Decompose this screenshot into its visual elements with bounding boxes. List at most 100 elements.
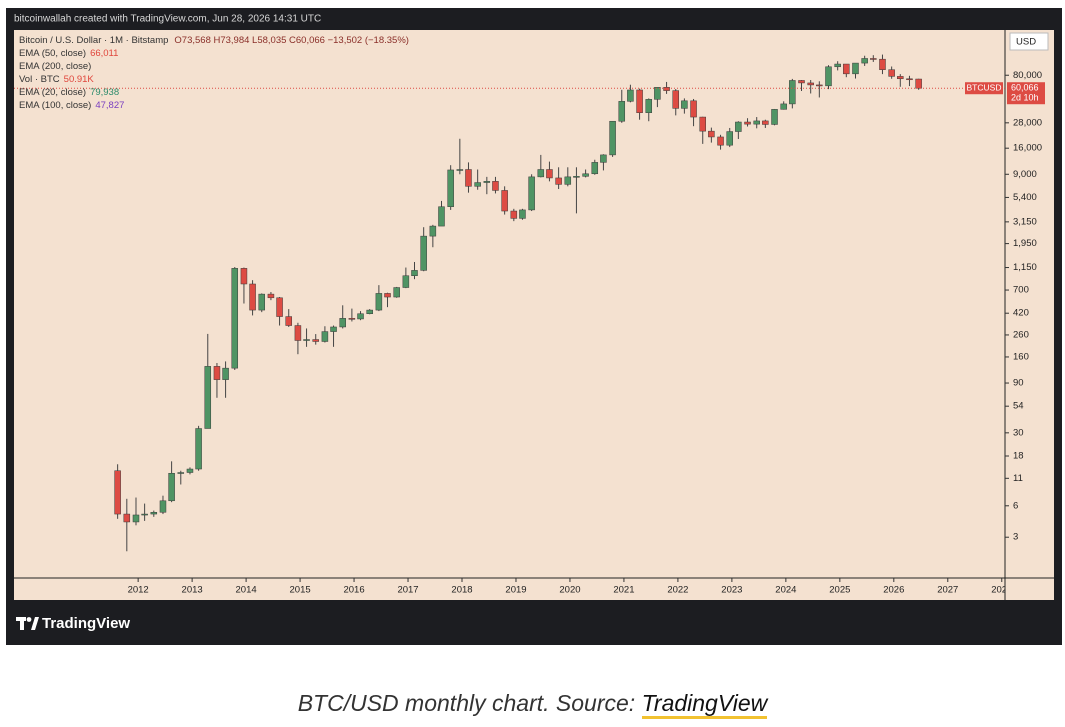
candle-body	[654, 87, 661, 100]
candle-body	[177, 472, 185, 474]
indicator-name: Vol · BTC	[19, 74, 60, 85]
candle-body	[627, 89, 634, 102]
candle-body	[735, 121, 742, 132]
x-tick-label: 2022	[667, 585, 688, 596]
chart-background	[14, 30, 1054, 600]
indicator-value: 47,827	[95, 100, 124, 111]
price-tag-countdown: 2d 10h	[1011, 93, 1039, 103]
indicator-value: 79,938	[90, 87, 119, 98]
candle-body	[330, 326, 337, 332]
candle-body	[285, 316, 292, 326]
x-tick-label: 2025	[829, 585, 850, 596]
x-axis: 2012 2013 2014 2015 2016 2017 2018 2019 2020 2021…	[128, 578, 1012, 596]
candle-body	[447, 169, 454, 207]
candle-body	[114, 470, 121, 515]
candle-body	[528, 176, 535, 211]
x-tick-label: 2020	[559, 585, 580, 596]
candle-body	[825, 66, 832, 87]
y-tick-label: 16,000	[1013, 143, 1042, 154]
x-tick-label: 2017	[397, 585, 418, 596]
caption: BTC/USD monthly chart. Source: TradingVi…	[0, 690, 1065, 719]
x-tick-label: 2026	[883, 585, 904, 596]
credit: bitcoinwallah created with TradingView.c…	[14, 14, 321, 25]
y-tick-label: 1,950	[1013, 238, 1037, 249]
candle-body	[690, 100, 697, 118]
candle-body	[132, 514, 140, 523]
candle-body	[231, 268, 239, 369]
candle-body	[195, 428, 202, 470]
x-tick-label: 2018	[451, 585, 472, 596]
x-tick-label: 2024	[775, 585, 796, 596]
candle-body	[150, 512, 158, 515]
candle-body	[744, 121, 751, 125]
candle-body	[807, 82, 814, 86]
candle-body	[591, 162, 599, 175]
candle-body	[348, 318, 356, 320]
candle-body	[249, 283, 256, 311]
y-tick-label: 90	[1013, 378, 1024, 389]
logo	[16, 617, 39, 630]
candle-body	[312, 339, 319, 342]
candle-body	[501, 190, 508, 212]
candle-body	[393, 287, 400, 298]
price-tag	[1007, 82, 1045, 105]
indicator-name: EMA (50, close)	[19, 48, 86, 59]
candle-body	[762, 120, 769, 125]
candle-body	[600, 154, 607, 163]
y-tick-label: 54	[1013, 401, 1024, 412]
candle-body	[339, 318, 346, 328]
candle-body	[717, 136, 724, 146]
candle-body	[726, 131, 733, 146]
candle-body	[258, 293, 265, 311]
y-tick-label: 30	[1013, 427, 1024, 438]
indicator: Vol · BTC 50.91K	[19, 74, 94, 85]
logo-slash	[31, 617, 39, 630]
candle-body	[789, 80, 796, 105]
candle-body	[663, 87, 670, 91]
y-tick-label: 700	[1013, 285, 1029, 296]
candle-body	[519, 209, 526, 219]
candle-body	[321, 331, 329, 342]
y-tick-label: 160	[1013, 351, 1029, 362]
candle-body	[672, 90, 679, 109]
indicator-value: 50.91K	[64, 74, 95, 85]
candle-body	[573, 176, 580, 178]
candle-body	[240, 268, 248, 285]
candle-body	[888, 69, 895, 77]
x-tick-label: 2023	[721, 585, 742, 596]
candle-body	[609, 120, 616, 156]
candle-body	[582, 173, 589, 177]
candle-body	[411, 270, 418, 276]
y-tick-label: 80,000	[1013, 70, 1042, 81]
currency-label: USD	[1016, 37, 1036, 48]
candle-body	[474, 182, 481, 187]
x-tick-label: 2016	[343, 585, 364, 596]
candle-body	[483, 181, 491, 183]
logo-dot	[26, 617, 32, 622]
screenshot: bitcoinwallah created with TradingView.c…	[6, 8, 1062, 645]
y-tick-label: 5,400	[1013, 192, 1037, 203]
candle-body	[645, 99, 653, 113]
candle-body	[870, 58, 877, 60]
price-tag-value: 60,066	[1011, 83, 1039, 93]
indicator: EMA (50, close) 66,011	[19, 48, 118, 59]
x-tick-label: 2021	[613, 585, 634, 596]
caption-link[interactable]: TradingView	[641, 690, 768, 719]
candle-body	[771, 109, 778, 125]
candle-body	[294, 325, 302, 341]
candle-body	[834, 63, 841, 68]
candle-body	[546, 169, 553, 179]
candle-body	[159, 500, 167, 513]
currency-button[interactable]	[1009, 32, 1049, 51]
candle-body	[906, 78, 913, 81]
candle-body	[681, 100, 688, 109]
candle-body	[402, 275, 410, 288]
candle-body	[465, 169, 472, 187]
candle-body	[267, 293, 275, 299]
candle-body	[753, 120, 760, 125]
y-tick-label: 9,000	[1013, 169, 1037, 180]
indicator: EMA (20, close) 79,938	[19, 87, 119, 98]
x-tick-label: 2028	[991, 585, 1012, 596]
y-tick-label: 6	[1013, 500, 1018, 511]
candle-body	[213, 366, 221, 380]
